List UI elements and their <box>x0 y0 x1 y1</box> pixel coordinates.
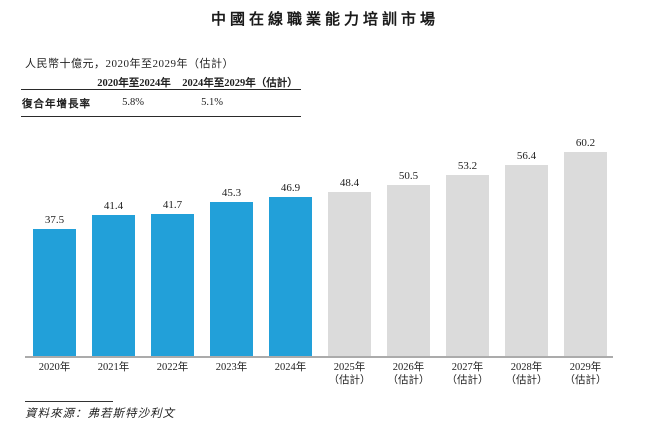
bar-group-2023年: 45.3 <box>210 187 253 356</box>
cagr-column-header-2024-2029: 2024年至2029年（估計） <box>182 78 298 89</box>
x-tick-label: 2027年 （估計） <box>446 362 489 386</box>
x-tick-label: 2022年 <box>156 362 189 373</box>
x-tick-label: 2021年 <box>97 362 130 373</box>
cagr-table: 2020年至2024年 2024年至2029年（估計） 復合年增長率 5.8% … <box>21 70 301 118</box>
x-tick-label: 2020年 <box>38 362 71 373</box>
source-divider <box>25 401 113 402</box>
bar <box>269 197 312 356</box>
bar-group-2025年: 48.4 <box>328 177 371 356</box>
bar-group-2022年: 41.7 <box>151 199 194 356</box>
bar <box>505 165 548 356</box>
bar-value-label: 56.4 <box>516 150 537 162</box>
bar <box>564 152 607 356</box>
x-axis-line <box>25 356 613 358</box>
source-note: 資料來源：弗若斯特沙利文 <box>25 408 175 420</box>
bar-value-label: 50.5 <box>398 170 419 182</box>
chart-title: 中國在線職業能力培訓市場 <box>210 12 439 28</box>
bar-value-label: 60.2 <box>575 137 596 149</box>
bar-value-label: 53.2 <box>457 160 478 172</box>
bar <box>446 175 489 356</box>
unit-label: 人民幣十億元，2020年至2029年（估計） <box>25 58 234 70</box>
x-tick-label: 2028年 （估計） <box>505 362 548 386</box>
bar <box>387 185 430 356</box>
x-tick-label: 2026年 （估計） <box>387 362 430 386</box>
cagr-column-header-2020-2024: 2020年至2024年 <box>97 78 171 89</box>
table-rule-bottom <box>21 116 301 117</box>
bar-value-label: 45.3 <box>221 187 242 199</box>
bar-group-2026年: 50.5 <box>387 170 430 356</box>
cagr-value-2024-2029: 5.1% <box>201 97 223 108</box>
bar-value-label: 37.5 <box>44 214 65 226</box>
bar-group-2028年: 56.4 <box>505 150 548 356</box>
bar-value-label: 46.9 <box>280 182 301 194</box>
bar-value-label: 48.4 <box>339 177 360 189</box>
bar <box>33 229 76 356</box>
bar <box>328 192 371 356</box>
table-rule-top <box>21 89 301 90</box>
x-tick-label: 2029年 （估計） <box>564 362 607 386</box>
bar <box>210 202 253 356</box>
bar-group-2027年: 53.2 <box>446 160 489 356</box>
bar-group-2024年: 46.9 <box>269 182 312 356</box>
x-tick-label: 2025年 （估計） <box>328 362 371 386</box>
x-tick-label: 2023年 <box>215 362 248 373</box>
cagr-value-2020-2024: 5.8% <box>122 97 144 108</box>
cagr-row-label: 復合年增長率 <box>22 99 91 110</box>
x-tick-label: 2024年 <box>274 362 307 373</box>
bar <box>92 215 135 356</box>
bar-group-2020年: 37.5 <box>33 214 76 356</box>
bar-chart: 37.5 2020年 41.4 2021年 41.7 2022年 45.3 2023年 46.9… <box>25 132 613 394</box>
bar-group-2021年: 41.4 <box>92 200 135 356</box>
bar-value-label: 41.7 <box>162 199 183 211</box>
bar-value-label: 41.4 <box>103 200 124 212</box>
bar <box>151 214 194 356</box>
bar-group-2029年: 60.2 <box>564 137 607 356</box>
